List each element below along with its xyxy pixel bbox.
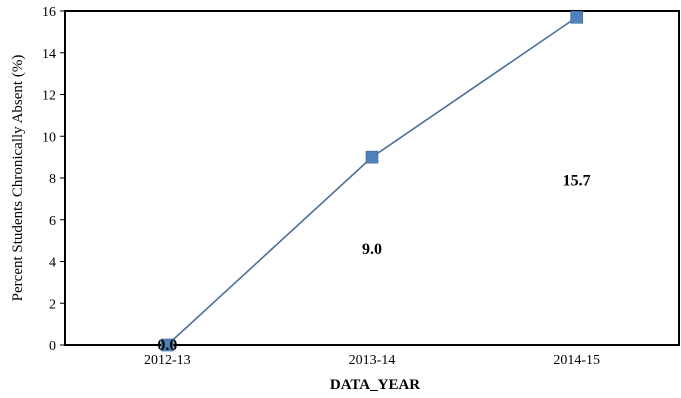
y-tick-label: 8 — [49, 172, 56, 187]
x-axis-title: DATA_YEAR — [330, 377, 420, 393]
x-tick-label: 2012-13 — [144, 353, 191, 368]
data-label: 9.0 — [362, 241, 382, 258]
data-label: 0.0 — [157, 337, 177, 354]
y-tick-label: 10 — [42, 130, 56, 145]
data-point-marker — [161, 338, 174, 352]
y-axis-title: Percent Students Chronically Absent (%) — [10, 55, 26, 302]
y-tick-label: 16 — [42, 5, 56, 20]
x-tick-label: 2014-15 — [553, 353, 600, 368]
y-tick-label: 4 — [49, 256, 56, 271]
x-axis-ticks: 2012-13 2013-14 2014-15 — [144, 353, 600, 368]
series-layer — [161, 10, 583, 352]
x-tick-label: 2013-14 — [349, 353, 396, 368]
data-point-marker — [570, 10, 583, 24]
data-point-marker — [365, 150, 379, 164]
y-axis-ticks: 0 2 4 6 8 10 12 14 16 — [42, 5, 65, 354]
data-labels: 0.0 9.0 15.7 — [157, 172, 590, 354]
data-label: 15.7 — [563, 172, 591, 189]
y-tick-label: 14 — [42, 47, 56, 62]
y-tick-label: 2 — [49, 297, 56, 312]
y-tick-label: 0 — [49, 339, 56, 354]
y-tick-label: 6 — [49, 214, 56, 229]
y-tick-label: 12 — [42, 89, 56, 104]
series-line — [166, 16, 578, 346]
